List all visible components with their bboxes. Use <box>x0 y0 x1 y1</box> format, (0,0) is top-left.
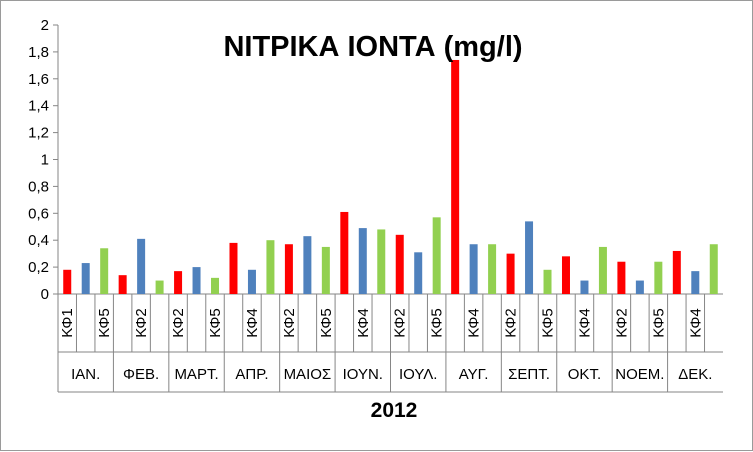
month-label: ΦΕΒ. <box>123 366 159 383</box>
bar-2-3 <box>155 280 164 294</box>
y-tick-label: 2 <box>41 17 49 34</box>
y-tick-label: 1,8 <box>28 44 49 61</box>
bar-2-2 <box>137 238 146 294</box>
y-tick-label: 0,6 <box>28 205 49 222</box>
bar-6-2 <box>358 228 367 294</box>
bar-8-2 <box>469 244 478 294</box>
month-label: ΑΥΓ. <box>459 366 489 383</box>
bar-7-1 <box>395 234 404 294</box>
bar-9-1 <box>506 253 515 294</box>
month-label: ΝΟΕΜ. <box>615 366 664 383</box>
category-label: ΚΦ5 <box>650 308 667 338</box>
category-label: ΚΦ4 <box>355 308 372 338</box>
month-label: ΙΟΥΛ. <box>399 366 437 383</box>
y-tick-label: 0,4 <box>28 232 49 249</box>
category-label: ΚΦ2 <box>613 308 630 338</box>
category-label: ΚΦ1 <box>59 308 76 338</box>
category-label: ΚΦ2 <box>133 308 150 338</box>
bar-8-3 <box>488 244 497 294</box>
bar-3-3 <box>211 277 220 294</box>
month-label: ΑΠΡ. <box>235 366 268 383</box>
bar-10-3 <box>598 246 607 294</box>
category-label: ΚΦ4 <box>466 308 483 338</box>
month-label: ΟΚΤ. <box>568 366 601 383</box>
bar-4-3 <box>266 240 275 294</box>
bar-6-3 <box>377 229 386 294</box>
category-label: ΚΦ4 <box>687 308 704 338</box>
category-label: ΚΦ5 <box>207 308 224 338</box>
bar-4-2 <box>247 269 256 294</box>
category-label: ΚΦ4 <box>244 308 261 338</box>
category-label: ΚΦ2 <box>170 308 187 338</box>
month-label: ΜΑΡΤ. <box>174 366 218 383</box>
bar-1-1 <box>63 269 72 294</box>
bar-4-1 <box>229 242 238 294</box>
bars-layer <box>63 59 718 294</box>
bar-5-3 <box>321 246 330 294</box>
category-label: ΚΦ5 <box>540 308 557 338</box>
category-label: ΚΦ5 <box>429 308 446 338</box>
y-tick-label: 1,6 <box>28 71 49 88</box>
month-label: ΣΕΠΤ. <box>508 366 550 383</box>
category-label: ΚΦ5 <box>318 308 335 338</box>
bar-12-1 <box>672 250 681 294</box>
category-label: ΚΦ5 <box>96 308 113 338</box>
y-tick-label: 0,8 <box>28 178 49 195</box>
bar-12-2 <box>691 271 700 294</box>
bar-11-2 <box>635 280 644 294</box>
category-label: ΚΦ2 <box>392 308 409 338</box>
category-label: ΚΦ2 <box>503 308 520 338</box>
bar-5-1 <box>284 244 293 294</box>
bar-10-2 <box>580 280 589 294</box>
bar-7-3 <box>432 217 441 294</box>
bar-1-3 <box>100 248 109 294</box>
bar-11-3 <box>654 261 663 294</box>
axes-layer <box>53 24 723 393</box>
month-label: ΙΟΥΝ. <box>343 366 383 383</box>
bar-6-1 <box>340 211 349 294</box>
bar-11-1 <box>617 261 626 294</box>
month-label: ΜΑΙΟΣ <box>284 366 332 383</box>
category-label: ΚΦ2 <box>281 308 298 338</box>
bar-9-3 <box>543 269 552 294</box>
y-tick-label: 0,2 <box>28 259 49 276</box>
bar-2-1 <box>118 275 127 294</box>
y-tick-label: 1,2 <box>28 125 49 142</box>
chart-title: ΝΙΤΡΙΚΑ ΙΟΝΤΑ (mg/l) <box>223 31 522 63</box>
bar-10-1 <box>561 256 570 294</box>
bar-12-3 <box>709 244 718 294</box>
month-label: ΔΕΚ. <box>678 366 712 383</box>
bar-3-2 <box>192 267 201 294</box>
bar-8-1 <box>451 59 460 294</box>
labels-layer: 0 0,2 0,4 0,6 0,8 1 1,2 1,4 1,6 1,8 2 ΚΦ1 ΚΦ5 ΙΑΝ. ΚΦ2… <box>28 17 712 383</box>
y-tick-label: 1,4 <box>28 98 49 115</box>
month-label: ΙΑΝ. <box>71 366 100 383</box>
category-label: ΚΦ4 <box>576 308 593 338</box>
bar-3-1 <box>174 271 183 294</box>
x-axis-title: 2012 <box>371 399 418 422</box>
bar-1-2 <box>81 263 90 294</box>
bar-9-2 <box>525 221 534 294</box>
y-tick-label: 1 <box>41 152 49 169</box>
bar-7-2 <box>414 252 423 294</box>
y-tick-label: 0 <box>41 286 49 303</box>
bar-5-2 <box>303 236 312 294</box>
